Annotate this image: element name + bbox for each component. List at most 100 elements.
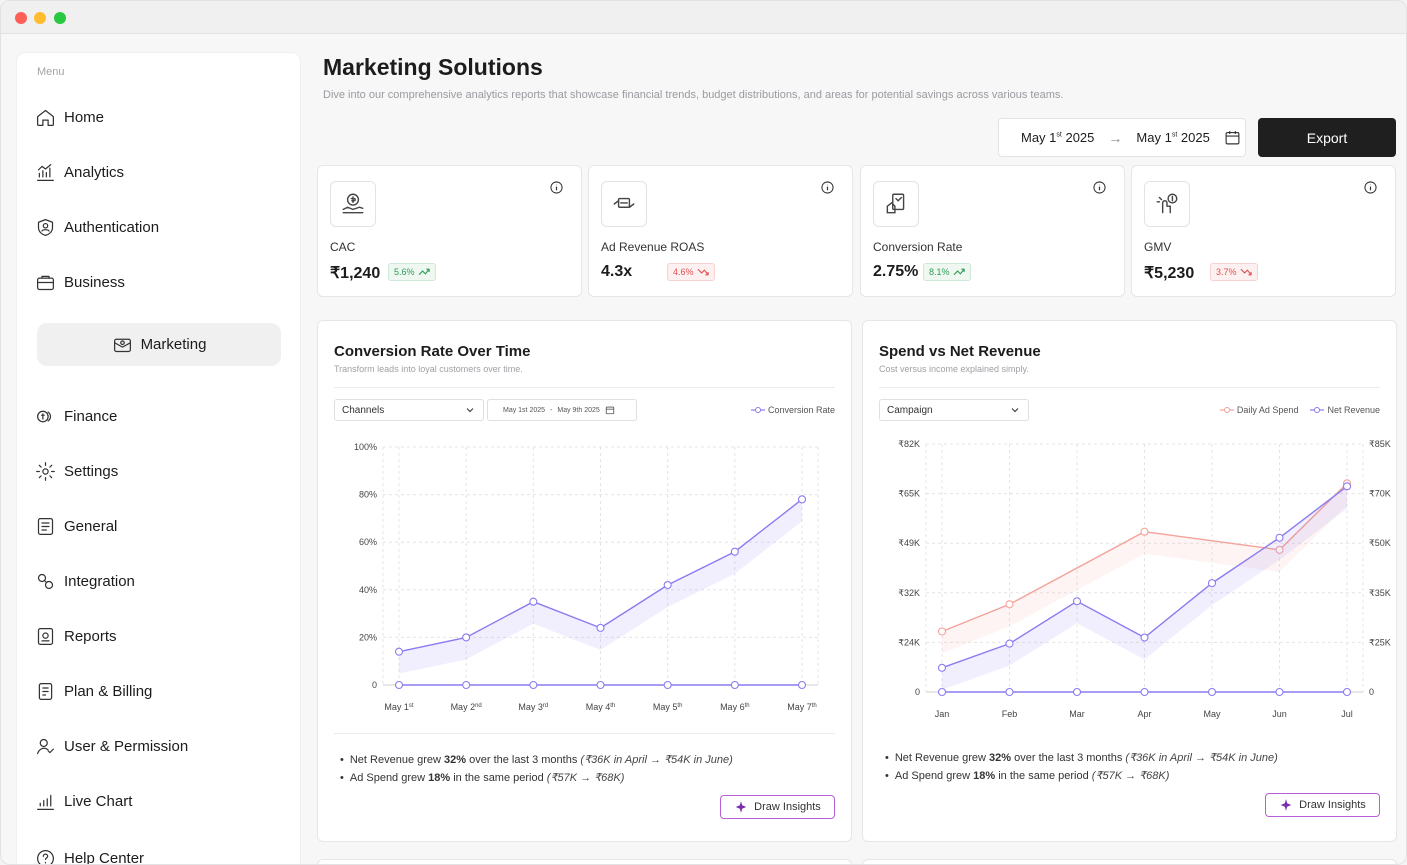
reports-icon bbox=[37, 627, 54, 645]
info-icon[interactable] bbox=[1364, 181, 1377, 194]
select-value: Campaign bbox=[887, 404, 933, 416]
close-window-button[interactable] bbox=[15, 12, 27, 24]
sidebar-item-analytics[interactable]: Analytics bbox=[35, 152, 281, 192]
data-point[interactable] bbox=[797, 680, 807, 690]
data-point[interactable] bbox=[1275, 687, 1284, 697]
channels-select[interactable]: Channels bbox=[334, 399, 484, 421]
data-point[interactable] bbox=[462, 680, 471, 690]
series-area bbox=[399, 499, 802, 674]
data-point[interactable] bbox=[1275, 545, 1284, 554]
sidebar-item-plan-billing[interactable]: Plan & Billing bbox=[35, 671, 281, 711]
calendar-icon[interactable] bbox=[1224, 129, 1241, 146]
export-button[interactable]: Export bbox=[1258, 118, 1396, 157]
y-tick-label: ₹32K bbox=[898, 588, 920, 598]
sidebar-item-help-center[interactable]: Help Center bbox=[35, 838, 281, 864]
data-point[interactable] bbox=[596, 623, 605, 632]
data-point[interactable] bbox=[1342, 482, 1352, 491]
date-to: May 1st 2025 bbox=[1136, 130, 1210, 145]
data-point[interactable] bbox=[529, 680, 538, 690]
chart-legend: Daily Ad Spend Net Revenue bbox=[1219, 405, 1380, 415]
sidebar-item-finance[interactable]: Finance bbox=[35, 396, 281, 436]
sidebar-item-authentication[interactable]: Authentication bbox=[35, 207, 281, 247]
y-tick-label: 100% bbox=[354, 442, 377, 452]
sidebar-item-label: General bbox=[64, 517, 118, 535]
data-point[interactable] bbox=[394, 647, 404, 656]
sidebar-item-settings[interactable]: Settings bbox=[35, 451, 281, 491]
sidebar-item-label: Analytics bbox=[64, 163, 125, 181]
date-range-picker[interactable]: May 1st 2025 → May 1st 2025 bbox=[998, 118, 1246, 157]
data-point[interactable] bbox=[1005, 639, 1014, 648]
x-tick-label: May 2nd bbox=[451, 702, 482, 712]
sidebar-item-business[interactable]: Business bbox=[35, 262, 281, 302]
sidebar-item-label: Reports bbox=[64, 627, 117, 645]
info-icon[interactable] bbox=[821, 181, 834, 194]
legend-label: Net Revenue bbox=[1327, 405, 1380, 415]
kpi-label: Ad Revenue ROAS bbox=[601, 240, 705, 254]
data-point[interactable] bbox=[1072, 597, 1082, 606]
campaign-select[interactable]: Campaign bbox=[879, 399, 1029, 421]
select-value: Channels bbox=[342, 404, 385, 416]
x-tick-label: May 6th bbox=[720, 702, 750, 712]
insight-bullet: Ad Spend grew 18% in the same period (₹5… bbox=[340, 769, 733, 787]
kpi-label: Conversion Rate bbox=[873, 240, 963, 254]
data-point[interactable] bbox=[1140, 687, 1149, 697]
data-point[interactable] bbox=[1275, 533, 1284, 542]
sidebar-item-label: Marketing bbox=[140, 336, 207, 353]
mini-date-range[interactable]: May 1st 2025 - May 9th 2025 bbox=[487, 399, 637, 421]
sidebar-item-home[interactable]: Home bbox=[35, 97, 281, 137]
kpi-value: ₹5,230 bbox=[1144, 265, 1195, 282]
data-point[interactable] bbox=[797, 495, 807, 504]
data-point[interactable] bbox=[663, 580, 672, 590]
data-point[interactable] bbox=[937, 663, 947, 672]
sidebar-item-integration[interactable]: Integration bbox=[35, 561, 281, 601]
minimize-window-button[interactable] bbox=[34, 12, 46, 24]
data-point[interactable] bbox=[1207, 687, 1217, 697]
gmv-icon bbox=[1156, 193, 1178, 214]
draw-insights-button[interactable]: Draw Insights bbox=[720, 795, 835, 819]
kpi-value: 2.75% bbox=[873, 263, 919, 280]
sidebar-item-live-chart[interactable]: Live Chart bbox=[35, 781, 281, 821]
spend-vs-revenue-chart: ₹82K ₹85K ₹65K ₹70K ₹49K ₹50K ₹32K ₹35K ₹24K ₹25K… bbox=[898, 439, 1391, 719]
shield-user-icon bbox=[37, 218, 54, 236]
data-point[interactable] bbox=[1140, 527, 1149, 536]
data-point[interactable] bbox=[663, 680, 672, 690]
sidebar-item-reports[interactable]: Reports bbox=[35, 616, 281, 656]
divider bbox=[334, 387, 835, 388]
y-tick-label: ₹24K bbox=[898, 637, 920, 647]
date-from: May 1st 2025 bbox=[1021, 130, 1095, 145]
data-point[interactable] bbox=[1140, 633, 1149, 642]
data-point[interactable] bbox=[596, 680, 605, 690]
y-tick-label-right: 0 bbox=[1369, 687, 1374, 697]
sidebar-item-user-permission[interactable]: User & Permission bbox=[35, 726, 281, 766]
help-icon bbox=[37, 849, 54, 864]
data-point[interactable] bbox=[394, 680, 404, 690]
x-tick-label: May bbox=[1203, 709, 1221, 719]
data-point[interactable] bbox=[1342, 687, 1352, 697]
y-tick-label: 0 bbox=[915, 687, 920, 697]
data-point[interactable] bbox=[730, 680, 739, 690]
legend-item-net-revenue: Net Revenue bbox=[1310, 405, 1380, 415]
trend-up-icon bbox=[418, 268, 430, 276]
data-point[interactable] bbox=[529, 597, 538, 606]
sidebar-item-marketing[interactable]: Marketing bbox=[37, 323, 281, 366]
maximize-window-button[interactable] bbox=[54, 12, 66, 24]
data-point[interactable] bbox=[730, 547, 739, 556]
data-point[interactable] bbox=[1005, 687, 1014, 697]
data-point[interactable] bbox=[462, 633, 471, 642]
insight-bullets: Net Revenue grew 32% over the last 3 mon… bbox=[885, 749, 1278, 785]
data-point[interactable] bbox=[937, 687, 947, 697]
data-point[interactable] bbox=[1072, 687, 1082, 697]
sidebar-item-general[interactable]: General bbox=[35, 506, 281, 546]
info-icon[interactable] bbox=[550, 181, 563, 194]
sidebar-item-label: Home bbox=[64, 108, 105, 126]
data-point[interactable] bbox=[1207, 579, 1217, 588]
data-point[interactable] bbox=[1005, 600, 1014, 609]
info-icon[interactable] bbox=[1093, 181, 1106, 194]
kpi-icon-box bbox=[601, 181, 647, 227]
y-tick-label-right: ₹35K bbox=[1369, 588, 1391, 598]
trend-up-icon bbox=[953, 268, 965, 276]
data-point[interactable] bbox=[937, 627, 947, 636]
panel-subtitle: Cost versus income explained simply. bbox=[879, 364, 1029, 374]
draw-insights-button[interactable]: Draw Insights bbox=[1265, 793, 1380, 817]
sidebar-item-label: Settings bbox=[64, 462, 119, 480]
